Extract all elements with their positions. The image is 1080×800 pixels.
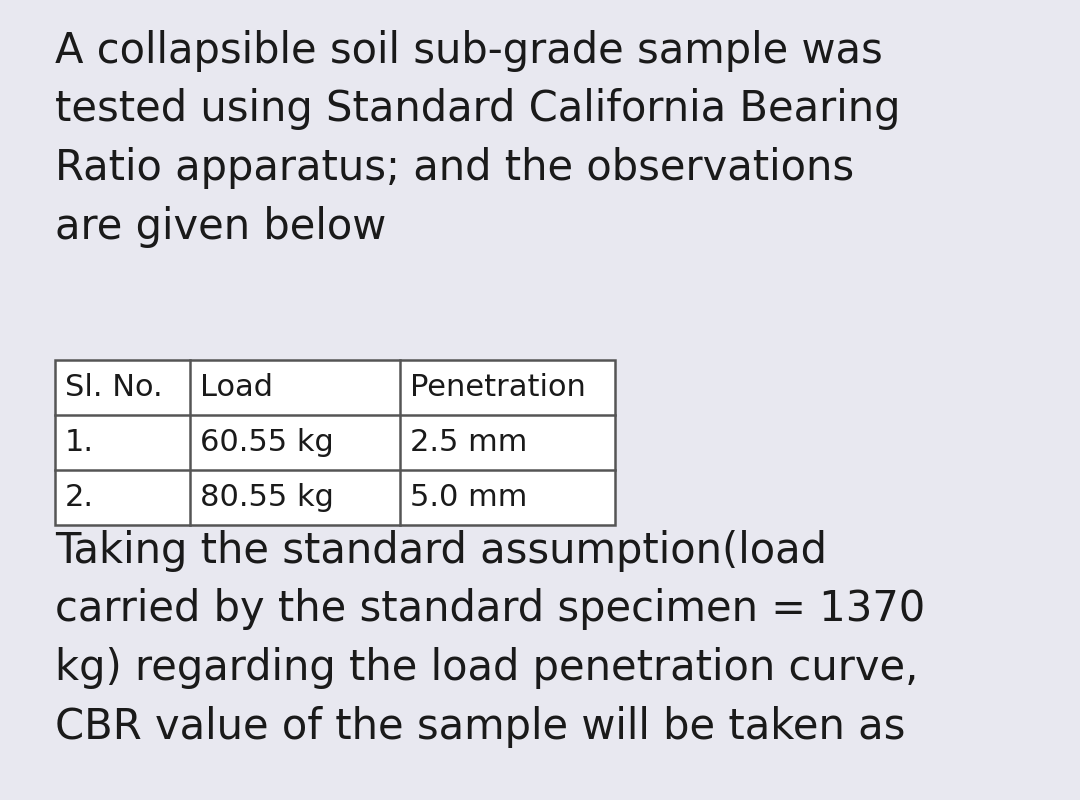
Text: 2.: 2.	[65, 483, 94, 512]
Text: A collapsible soil sub-grade sample was
tested using Standard California Bearing: A collapsible soil sub-grade sample was …	[55, 30, 901, 247]
Text: Penetration: Penetration	[410, 373, 585, 402]
Text: 2.5 mm: 2.5 mm	[410, 428, 527, 457]
Text: Sl. No.: Sl. No.	[65, 373, 163, 402]
Text: 1.: 1.	[65, 428, 94, 457]
Text: 80.55 kg: 80.55 kg	[200, 483, 334, 512]
Bar	[55, 360, 615, 525]
Text: Load: Load	[200, 373, 273, 402]
Bar	[55, 360, 615, 525]
Text: 60.55 kg: 60.55 kg	[200, 428, 334, 457]
Text: 5.0 mm: 5.0 mm	[410, 483, 527, 512]
Text: Taking the standard assumption(load
carried by the standard specimen = 1370
kg) : Taking the standard assumption(load carr…	[55, 530, 926, 747]
